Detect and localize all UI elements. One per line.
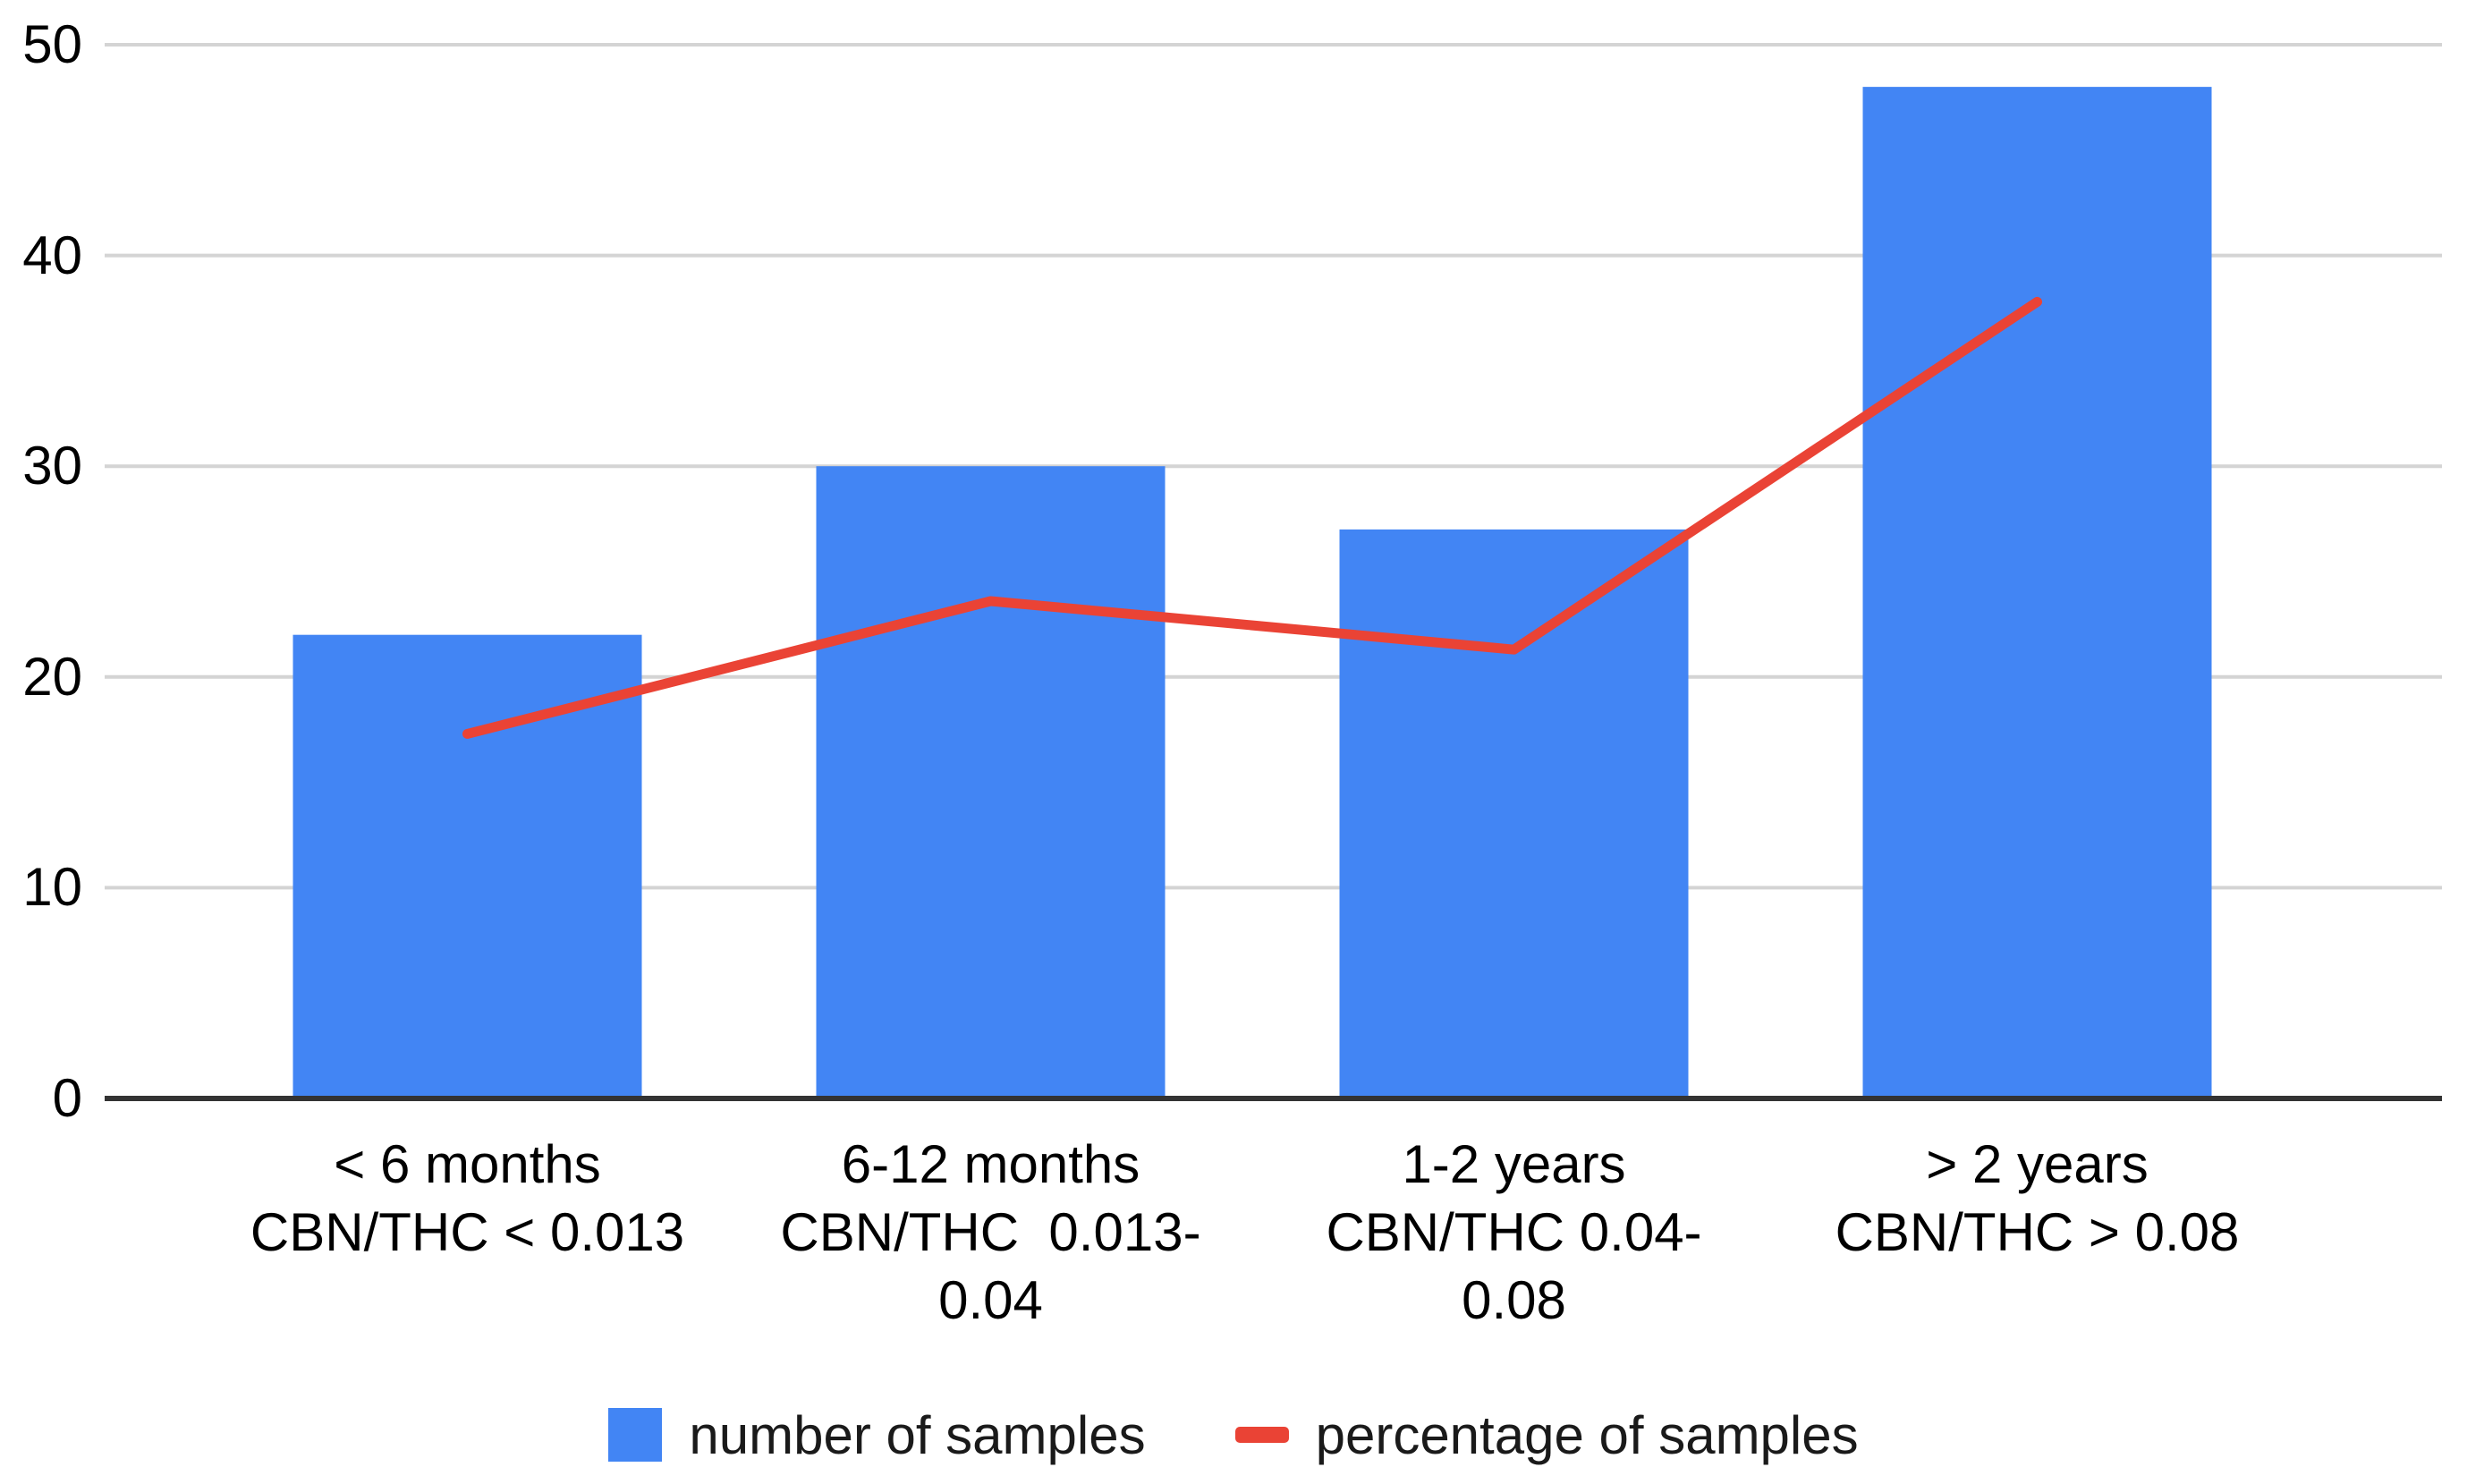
bar-number-of-samples[interactable] — [816, 466, 1166, 1098]
legend-line-swatch-icon — [1234, 1427, 1289, 1443]
legend-bar-swatch-icon — [608, 1408, 663, 1462]
y-axis-tick-label: 20 — [22, 646, 82, 707]
percentage-line[interactable] — [462, 296, 2042, 739]
y-axis-tick-label: 10 — [22, 857, 82, 918]
legend-item-percentage-of-samples[interactable]: percentage of samples — [1234, 1404, 1859, 1466]
x-axis-category-label: < 6 months CBN/THC < 0.013 — [250, 1134, 685, 1262]
legend-label: percentage of samples — [1315, 1404, 1859, 1465]
y-axis-tick-label: 40 — [22, 225, 82, 285]
x-axis-category-label: 1-2 years CBN/THC 0.04- 0.08 — [1326, 1134, 1702, 1330]
legend-item-number-of-samples[interactable]: number of samples — [608, 1404, 1146, 1466]
y-axis-tick-label: 30 — [22, 436, 82, 496]
bar-number-of-samples[interactable] — [1339, 529, 1689, 1098]
x-axis-category-label: 6-12 months CBN/THC 0.013- 0.04 — [780, 1134, 1201, 1330]
bar-number-of-samples[interactable] — [1862, 87, 2212, 1099]
y-axis-tick-label: 50 — [22, 14, 82, 74]
legend-label: number of samples — [689, 1404, 1146, 1465]
bar-number-of-samples[interactable] — [292, 634, 642, 1098]
y-axis-tick-label: 0 — [52, 1068, 82, 1128]
x-axis-category-label: > 2 years CBN/THC > 0.08 — [1835, 1134, 2240, 1262]
chart-legend: number of samples percentage of samples — [0, 1394, 2467, 1476]
